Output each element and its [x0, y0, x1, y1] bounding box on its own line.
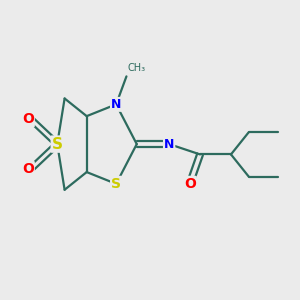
Text: CH₃: CH₃ — [128, 63, 146, 73]
Text: N: N — [164, 138, 174, 151]
Text: S: S — [111, 177, 121, 191]
Text: O: O — [22, 162, 34, 176]
Text: O: O — [184, 177, 196, 191]
Text: N: N — [111, 98, 121, 111]
Text: O: O — [22, 112, 34, 126]
Text: S: S — [52, 136, 63, 152]
